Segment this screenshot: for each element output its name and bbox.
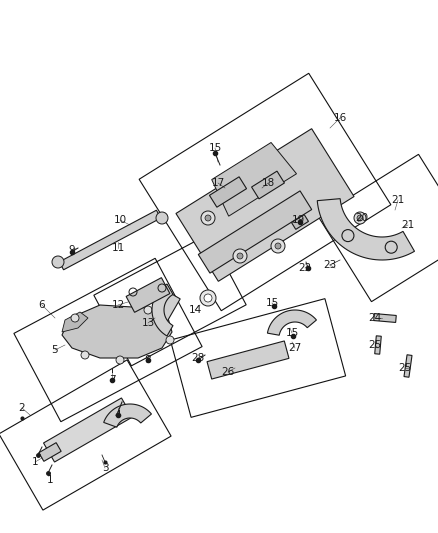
Circle shape [237,253,243,259]
Circle shape [354,212,366,224]
Text: 24: 24 [368,313,381,323]
Text: 17: 17 [212,178,225,188]
Text: 12: 12 [111,300,125,310]
Text: 25: 25 [368,340,381,350]
Text: 14: 14 [188,305,201,315]
Circle shape [275,243,281,249]
Polygon shape [404,355,412,377]
Text: 26: 26 [221,367,235,377]
Text: 19: 19 [291,215,304,225]
Text: 15: 15 [265,298,279,308]
Polygon shape [207,341,289,379]
Polygon shape [62,312,88,332]
Text: 20: 20 [356,213,368,223]
Circle shape [166,336,174,344]
Polygon shape [374,313,396,322]
Polygon shape [292,215,308,229]
Polygon shape [59,210,161,270]
Text: 25: 25 [399,363,412,373]
Text: 5: 5 [52,345,58,355]
Polygon shape [268,310,316,335]
Circle shape [233,249,247,263]
Polygon shape [126,278,170,312]
Text: 21: 21 [401,220,415,230]
Text: 18: 18 [261,178,275,188]
Text: 15: 15 [286,328,299,338]
Text: 9: 9 [69,245,75,255]
Polygon shape [251,171,284,199]
Circle shape [200,290,216,306]
Polygon shape [43,398,132,462]
Text: 1: 1 [47,475,53,485]
Text: 16: 16 [333,113,346,123]
Polygon shape [317,199,414,260]
Text: 1: 1 [32,457,38,467]
Polygon shape [152,284,173,336]
Polygon shape [176,128,354,281]
Text: 11: 11 [111,243,125,253]
Circle shape [201,211,215,225]
Text: 13: 13 [141,318,155,328]
Text: 7: 7 [109,375,115,385]
Text: 4: 4 [115,410,121,420]
Polygon shape [375,336,381,354]
Circle shape [144,306,152,314]
Circle shape [205,215,211,221]
Text: 6: 6 [39,300,45,310]
Polygon shape [104,404,152,427]
Text: 10: 10 [113,215,127,225]
Text: 2: 2 [19,403,25,413]
Circle shape [156,212,168,224]
Circle shape [357,215,363,221]
Circle shape [81,351,89,359]
Circle shape [71,314,79,322]
Circle shape [116,356,124,364]
Polygon shape [62,305,172,358]
Polygon shape [39,443,61,462]
Circle shape [271,239,285,253]
Polygon shape [198,191,312,273]
Text: 23: 23 [323,260,337,270]
Circle shape [52,256,64,268]
Text: 27: 27 [288,343,302,353]
Polygon shape [212,142,297,216]
Circle shape [204,294,212,302]
Text: 8: 8 [145,355,151,365]
Polygon shape [156,293,180,323]
Text: 22: 22 [298,263,311,273]
Text: 21: 21 [392,195,405,205]
Polygon shape [209,177,247,207]
Text: 28: 28 [191,353,205,363]
Text: 3: 3 [102,463,108,473]
Text: 15: 15 [208,143,222,153]
